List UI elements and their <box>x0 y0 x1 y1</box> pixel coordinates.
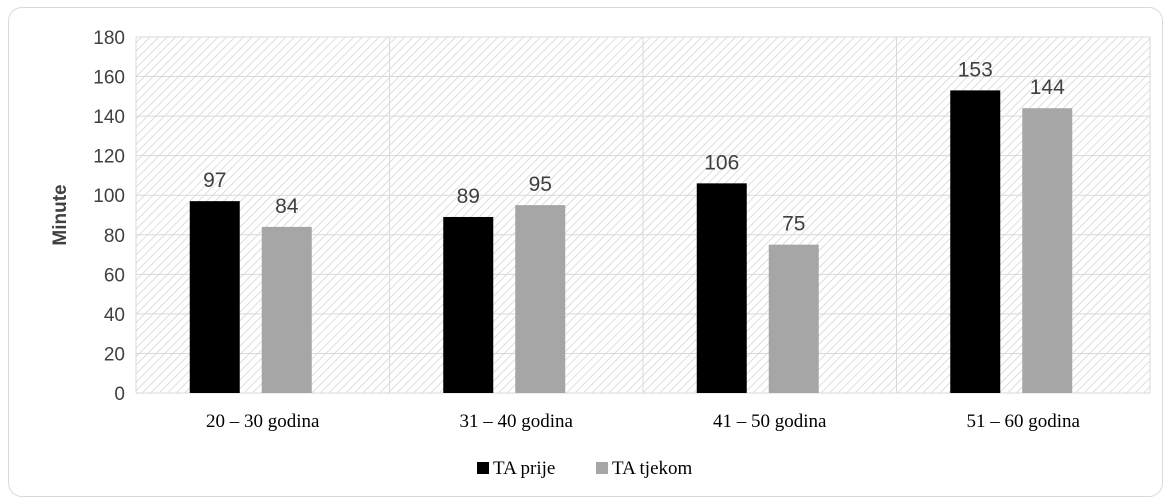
bar-ta-tjekom <box>768 244 819 393</box>
data-labels: 97 84 89 95 106 75 153 144 <box>203 58 1065 235</box>
y-tick-label: 160 <box>93 68 125 89</box>
legend-label-ta-prije: TA prije <box>493 458 555 479</box>
data-label-ta-tjekom: 84 <box>275 195 299 218</box>
x-tick-label: 51 – 60 godina <box>967 411 1081 432</box>
y-axis-ticks: 0 20 40 60 80 100 120 140 160 180 <box>93 28 125 405</box>
y-tick-label: 140 <box>93 107 125 128</box>
y-tick-label: 60 <box>104 265 125 286</box>
bar-ta-tjekom <box>261 226 312 393</box>
y-tick-label: 100 <box>93 186 125 207</box>
data-label-ta-tjekom: 144 <box>1030 76 1065 99</box>
x-axis-ticks: 20 – 30 godina 31 – 40 godina 41 – 50 godi… <box>206 411 1081 432</box>
bar-ta-tjekom <box>515 205 566 393</box>
data-label-ta-tjekom: 75 <box>782 213 805 236</box>
data-label-ta-prije: 89 <box>457 185 480 208</box>
y-tick-label: 20 <box>104 344 125 365</box>
data-label-ta-prije: 153 <box>958 58 993 81</box>
y-tick-label: 0 <box>114 384 125 405</box>
legend-label-ta-tjekom: TA tjekom <box>612 458 692 479</box>
bars <box>189 90 1073 394</box>
legend-swatch-ta-prije <box>477 462 489 474</box>
data-label-ta-prije: 97 <box>203 169 226 192</box>
data-label-ta-prije: 106 <box>704 151 739 174</box>
bar-ta-prije <box>696 183 747 393</box>
x-tick-label: 31 – 40 godina <box>460 411 574 432</box>
legend: TA prije TA tjekom <box>477 458 692 479</box>
x-tick-label: 20 – 30 godina <box>206 411 320 432</box>
bar-ta-prije <box>950 90 1001 394</box>
y-tick-label: 120 <box>93 147 125 168</box>
y-tick-label: 80 <box>104 226 125 247</box>
bar-ta-tjekom <box>1022 108 1073 393</box>
bar-ta-prije <box>443 216 494 393</box>
x-tick-label: 41 – 50 godina <box>713 411 827 432</box>
data-label-ta-tjekom: 95 <box>529 173 552 196</box>
y-axis-label: Minute <box>50 184 71 245</box>
bar-ta-prije <box>189 201 240 393</box>
y-tick-label: 180 <box>93 28 125 49</box>
legend-swatch-ta-tjekom <box>596 462 608 474</box>
y-tick-label: 40 <box>104 305 125 326</box>
